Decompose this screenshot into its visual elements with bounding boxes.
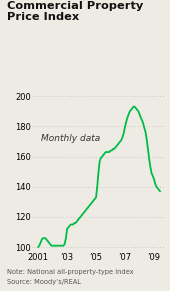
Text: Monthly data: Monthly data [41,134,100,143]
Text: Price Index: Price Index [7,12,79,22]
Text: Commercial Property: Commercial Property [7,1,143,11]
Text: Source: Moody’s/REAL: Source: Moody’s/REAL [7,279,81,285]
Text: Note: National all-property-type index: Note: National all-property-type index [7,269,133,275]
